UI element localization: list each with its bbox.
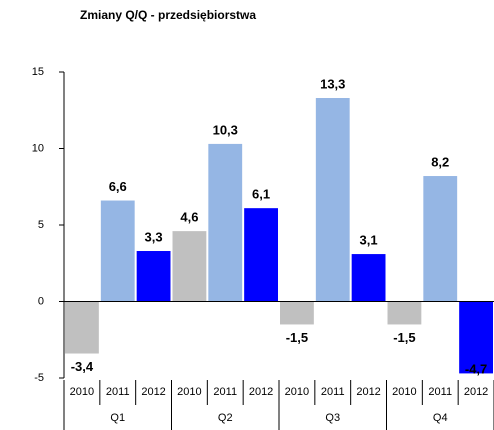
bar — [315, 98, 350, 302]
series-label: 2010 — [285, 386, 309, 398]
series-label: 2012 — [141, 386, 165, 398]
bar — [423, 176, 458, 302]
data-label: 4,6 — [180, 210, 198, 225]
bar — [65, 301, 99, 354]
series-label: 2011 — [106, 386, 130, 398]
data-label: 10,3 — [213, 122, 238, 137]
y-tick-label: 5 — [38, 219, 44, 231]
bar — [172, 231, 207, 302]
y-tick-label: 0 — [38, 295, 44, 307]
y-tick-label: -5 — [34, 372, 44, 384]
series-label: 2010 — [392, 386, 416, 398]
data-label: -4,7 — [465, 361, 487, 376]
series-label: 2012 — [249, 386, 273, 398]
series-label: 2012 — [356, 386, 380, 398]
bar — [244, 208, 278, 302]
bar — [100, 200, 135, 302]
data-label: 3,1 — [360, 233, 378, 248]
series-label: 2011 — [321, 386, 345, 398]
bar — [387, 301, 422, 325]
data-label: 3,3 — [145, 229, 163, 244]
bar — [351, 254, 386, 302]
bar — [208, 143, 243, 302]
bar — [459, 301, 493, 374]
x-tick-label: Q3 — [325, 412, 340, 424]
data-label: -1,5 — [393, 330, 415, 345]
bar — [280, 301, 314, 325]
series-label: 2011 — [428, 386, 452, 398]
series-label: 2012 — [464, 386, 488, 398]
x-tick-label: Q2 — [218, 412, 233, 424]
data-label: 6,1 — [252, 187, 270, 202]
data-label: 13,3 — [320, 76, 345, 91]
data-label: -3,4 — [71, 359, 94, 374]
x-tick-label: Q1 — [110, 412, 125, 424]
chart-title: Zmiany Q/Q - przedsiębiorstwa — [80, 8, 256, 22]
series-label: 2010 — [70, 386, 94, 398]
y-tick-label: 10 — [32, 142, 44, 154]
data-label: 8,2 — [431, 154, 449, 169]
x-tick-label: Q4 — [433, 412, 448, 424]
series-label: 2010 — [177, 386, 201, 398]
data-label: -1,5 — [286, 330, 308, 345]
data-label: 6,6 — [109, 179, 127, 194]
series-label: 2011 — [213, 386, 237, 398]
y-tick-label: 15 — [32, 66, 44, 78]
bar — [136, 251, 171, 302]
